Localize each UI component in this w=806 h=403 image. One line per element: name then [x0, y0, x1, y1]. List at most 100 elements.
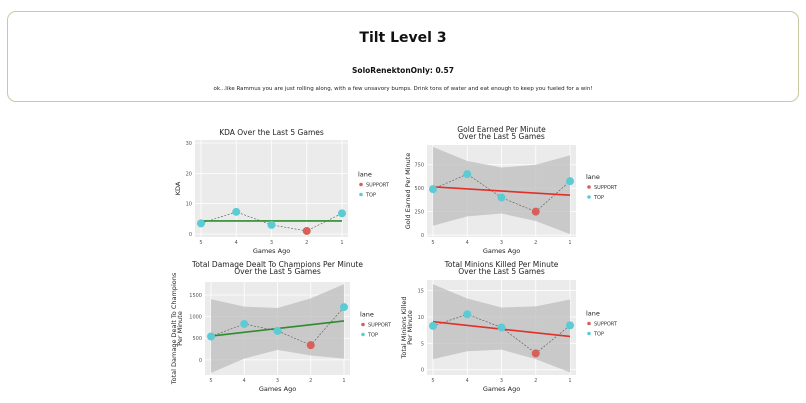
chart-title: Over the Last 5 Games: [234, 267, 321, 276]
y-tick-label: 0: [421, 233, 424, 239]
legend-label: SUPPORT: [594, 322, 618, 328]
y-tick-label: 0: [199, 358, 202, 364]
tilt-summary-card: Tilt Level 3 SoloRenektonOnly: 0.57 ok..…: [7, 11, 799, 102]
chart-title: Gold Earned Per Minute: [457, 125, 546, 134]
data-point-top: [240, 319, 249, 328]
y-tick-label: 500: [192, 336, 202, 342]
y-tick-label: 10: [418, 315, 424, 321]
x-axis-label: Games Ago: [483, 247, 520, 255]
chart-title: KDA Over the Last 5 Games: [219, 128, 324, 137]
x-tick-label: 1: [568, 378, 571, 384]
data-point-support: [302, 226, 311, 235]
legend-key-support: [587, 185, 591, 189]
x-tick-label: 5: [199, 240, 202, 246]
chart-title: Total Damage Dealt To Champions Per Minu…: [191, 260, 363, 269]
data-point-top: [497, 323, 506, 332]
x-tick-label: 4: [466, 378, 469, 384]
y-axis-label: Gold Earned Per Minute: [404, 153, 412, 230]
y-tick-label: 30: [186, 141, 192, 147]
y-tick-label: 250: [414, 210, 424, 216]
x-tick-label: 2: [534, 378, 537, 384]
y-tick-label: 5: [421, 341, 424, 347]
x-tick-label: 2: [305, 240, 308, 246]
y-tick-label: 20: [186, 171, 192, 177]
y-axis-label: Per Minute: [406, 310, 414, 345]
chart-title: Over the Last 5 Games: [458, 267, 545, 276]
y-axis-label: Total Damage Dealt To Champions: [170, 272, 178, 385]
y-tick-label: 500: [414, 186, 424, 192]
data-point-top: [497, 193, 506, 202]
legend-label: TOP: [365, 193, 376, 199]
x-tick-label: 3: [276, 378, 279, 384]
y-tick-label: 0: [189, 232, 192, 238]
x-tick-label: 1: [340, 240, 343, 246]
fit-line: [432, 185, 571, 197]
tilt-level-title: Tilt Level 3: [359, 30, 447, 46]
legend-key-top: [361, 332, 365, 337]
legend-key-top: [587, 195, 591, 199]
x-tick-label: 4: [243, 378, 246, 384]
trend-path: [210, 306, 345, 346]
x-tick-label: 1: [342, 378, 345, 384]
legend-key-top: [587, 331, 591, 336]
chart-title: Total Minions Killed Per Minute: [444, 260, 559, 269]
data-point-top: [566, 177, 574, 186]
data-point-top: [197, 219, 205, 228]
y-axis-label: Per Minute: [176, 311, 184, 346]
x-tick-label: 5: [209, 378, 212, 384]
data-point-top: [267, 220, 276, 229]
legend-title: lane: [586, 310, 600, 318]
y-axis-label: Total Minions Killed: [400, 297, 408, 360]
legend-key-support: [587, 321, 591, 326]
x-tick-label: 3: [270, 240, 273, 246]
legend-label: SUPPORT: [366, 183, 390, 189]
x-tick-label: 2: [534, 240, 537, 246]
y-tick-label: 750: [414, 163, 424, 169]
x-tick-label: 1: [568, 240, 571, 246]
damage-chart: 0 500 1000 1500 5 4 3 2 1 Total Damage Dealt To C…: [170, 260, 392, 393]
data-point-top: [232, 207, 241, 216]
x-tick-label: 5: [431, 240, 434, 246]
y-tick-label: 1000: [189, 315, 202, 321]
kda-chart: 0 10 20 30 5 4 3 2 1 KDA Over the Last 5 Games Gam…: [174, 128, 390, 255]
legend-label: TOP: [593, 332, 604, 338]
data-point-top: [207, 332, 215, 341]
data-point-support: [531, 349, 540, 358]
legend-title: lane: [360, 311, 374, 319]
x-tick-label: 3: [500, 378, 503, 384]
legend-key-support: [361, 322, 365, 327]
legend-key-support: [359, 182, 363, 187]
x-tick-label: 4: [466, 240, 469, 246]
x-axis-label: Games Ago: [259, 385, 296, 393]
legend-label: SUPPORT: [368, 323, 392, 329]
player-score: SoloRenektonOnly: 0.57: [352, 66, 454, 75]
x-tick-label: 2: [309, 378, 312, 384]
chart-title: Over the Last 5 Games: [458, 132, 545, 141]
data-point-top: [463, 310, 472, 319]
data-point-top: [338, 209, 346, 218]
x-axis-label: Games Ago: [253, 247, 290, 255]
y-axis-label: KDA: [174, 181, 182, 195]
tilt-message: ok...like Rammus you are just rolling al…: [213, 86, 593, 92]
legend-title: lane: [358, 171, 372, 179]
data-point-top: [340, 303, 348, 312]
x-tick-label: 5: [431, 378, 434, 384]
legend-key-top: [359, 192, 363, 197]
data-point-top: [463, 170, 472, 179]
x-tick-label: 4: [235, 240, 238, 246]
data-point-support: [306, 341, 315, 350]
legend-label: SUPPORT: [594, 185, 618, 191]
data-point-top: [429, 185, 437, 194]
data-point-support: [531, 207, 540, 216]
x-axis-label: Games Ago: [483, 385, 520, 393]
legend-label: TOP: [593, 195, 604, 201]
y-tick-label: 1500: [189, 293, 202, 299]
data-point-top: [273, 326, 282, 335]
data-point-top: [566, 321, 574, 330]
y-tick-label: 0: [421, 368, 424, 374]
y-tick-label: 10: [186, 202, 192, 208]
x-tick-label: 3: [500, 240, 503, 246]
legend-title: lane: [586, 173, 600, 181]
legend-label: TOP: [367, 333, 378, 339]
